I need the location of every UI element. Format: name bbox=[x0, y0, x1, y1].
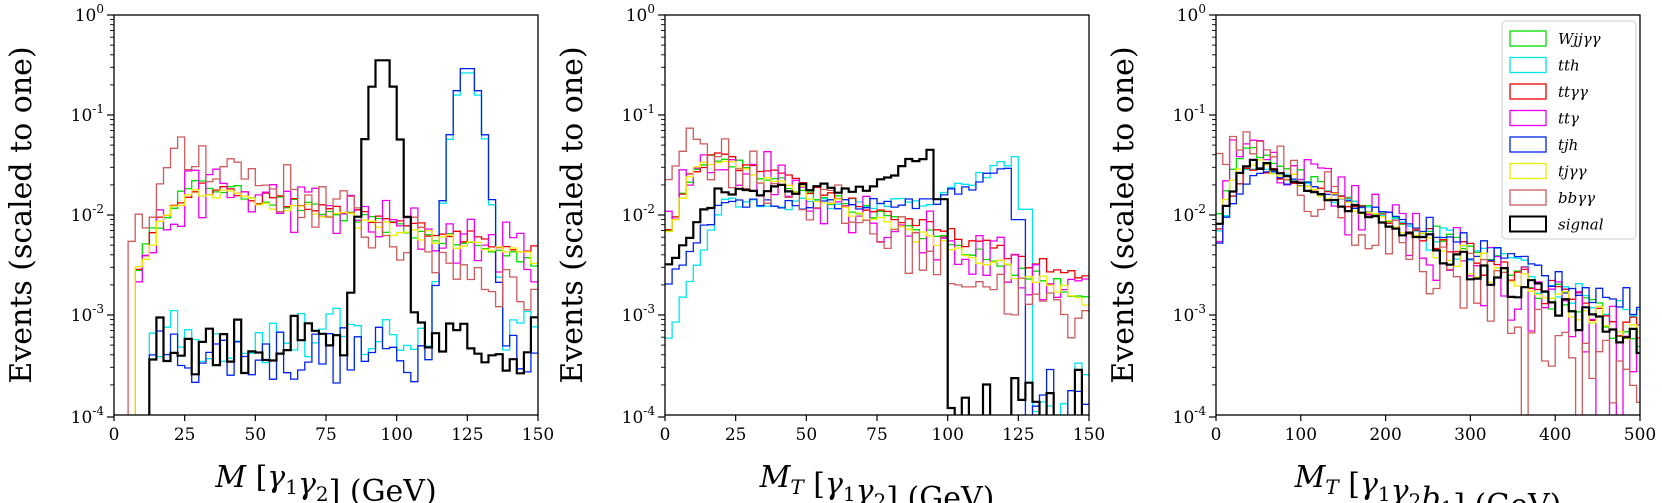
y-tick-label: 10-2 bbox=[1173, 202, 1206, 226]
y-tick-label: 10-1 bbox=[71, 102, 104, 126]
series-tjh bbox=[665, 167, 1089, 415]
legend-swatch bbox=[1509, 56, 1547, 74]
x-tick-label: 0 bbox=[1211, 425, 1222, 445]
series-tjh bbox=[148, 67, 538, 415]
series-tjγγ bbox=[665, 160, 1089, 306]
legend-swatch bbox=[1509, 109, 1547, 127]
legend-swatch bbox=[1509, 83, 1547, 100]
y-tick-label: 100 bbox=[626, 2, 655, 26]
x-tick-label: 75 bbox=[866, 425, 888, 445]
y-axis-label: Events (scaled to one) bbox=[555, 46, 590, 383]
x-tick-label: 75 bbox=[315, 425, 337, 445]
x-tick-label: 200 bbox=[1369, 425, 1401, 445]
x-tick-label: 0 bbox=[109, 425, 120, 445]
y-tick-label: 10-2 bbox=[71, 202, 104, 226]
series-tjγγ bbox=[134, 189, 538, 415]
y-tick-label: 10-1 bbox=[1173, 102, 1206, 126]
legend-label: Wjjγγ bbox=[1558, 30, 1601, 48]
legend-label: ttγγ bbox=[1558, 83, 1588, 101]
panel-3: 0 100 200 300 400 500 10-4 10-3 10-2 10-1 100 MT [γ… bbox=[1106, 2, 1656, 503]
legend-swatch bbox=[1509, 30, 1547, 47]
legend-swatch bbox=[1509, 162, 1547, 180]
y-tick-label: 10-4 bbox=[71, 404, 105, 428]
series-tth bbox=[1216, 166, 1640, 323]
x-tick-label: 125 bbox=[451, 425, 483, 445]
y-tick-label: 10-4 bbox=[622, 404, 656, 428]
series-tjh bbox=[1216, 171, 1640, 316]
y-tick-label: 10-3 bbox=[1173, 302, 1206, 326]
y-axis-label: Events (scaled to one) bbox=[1106, 46, 1141, 383]
y-tick-label: 10-3 bbox=[622, 302, 655, 326]
series-signal bbox=[1216, 158, 1640, 355]
x-axis-label: MT [γ1γ2b1] (GeV) bbox=[1294, 460, 1562, 503]
x-tick-label: 0 bbox=[660, 425, 671, 445]
x-tick-label: 500 bbox=[1624, 425, 1656, 445]
x-tick-label: 150 bbox=[522, 425, 554, 445]
x-axis-label: MT [γ1γ2] (GeV) bbox=[759, 460, 995, 503]
series-ttγ bbox=[134, 168, 538, 415]
y-tick-label: 10-2 bbox=[622, 202, 655, 226]
legend-swatch bbox=[1509, 189, 1547, 206]
x-tick-label: 100 bbox=[931, 425, 963, 445]
series-bbγγ bbox=[127, 136, 538, 415]
x-tick-label: 50 bbox=[796, 425, 818, 445]
x-tick-label: 25 bbox=[174, 425, 196, 445]
legend-label: signal bbox=[1558, 216, 1604, 234]
x-tick-label: 25 bbox=[725, 425, 747, 445]
y-tick-label: 10-1 bbox=[622, 102, 655, 126]
legend-label: tjh bbox=[1558, 136, 1578, 154]
series-bbγγ bbox=[665, 127, 1089, 339]
x-tick-label: 150 bbox=[1073, 425, 1105, 445]
x-tick-label: 300 bbox=[1454, 425, 1486, 445]
legend-label: tth bbox=[1558, 57, 1580, 75]
y-tick-label: 100 bbox=[75, 2, 104, 26]
x-tick-label: 100 bbox=[1285, 425, 1317, 445]
x-tick-label: 50 bbox=[245, 425, 267, 445]
plot-area bbox=[665, 127, 1089, 415]
y-tick-label: 100 bbox=[1177, 2, 1206, 26]
series-signal bbox=[148, 59, 538, 415]
x-tick-label: 400 bbox=[1539, 425, 1571, 445]
panel-2: 0 25 50 75 100 125 150 10-4 10-3 10-2 10-1 100 MT [γ… bbox=[555, 2, 1105, 503]
y-tick-label: 10-3 bbox=[71, 302, 104, 326]
plot-area bbox=[127, 59, 538, 415]
plot-area bbox=[1216, 131, 1640, 415]
legend: Wjjγγ tth ttγγ ttγ tjh tjγγ bbγγ signal bbox=[1501, 20, 1637, 240]
series-signal bbox=[665, 148, 1083, 415]
legend-swatch bbox=[1509, 136, 1547, 153]
legend-label: bbγγ bbox=[1558, 189, 1595, 207]
panel-1: 0 25 50 75 100 125 150 10-4 10-3 10-2 10-1 100 M [γ1… bbox=[4, 2, 554, 503]
x-tick-label: 125 bbox=[1002, 425, 1034, 445]
x-tick-label: 100 bbox=[380, 425, 412, 445]
x-axis-label: M [γ1γ2] (GeV) bbox=[214, 460, 436, 503]
legend-label: tjγγ bbox=[1558, 163, 1587, 181]
legend-label: ttγ bbox=[1558, 110, 1579, 128]
legend-swatch bbox=[1509, 215, 1547, 233]
y-tick-label: 10-4 bbox=[1173, 404, 1207, 428]
series-bbγγ bbox=[1216, 131, 1640, 415]
series-tth bbox=[665, 155, 1089, 415]
y-axis-label: Events (scaled to one) bbox=[4, 46, 39, 383]
